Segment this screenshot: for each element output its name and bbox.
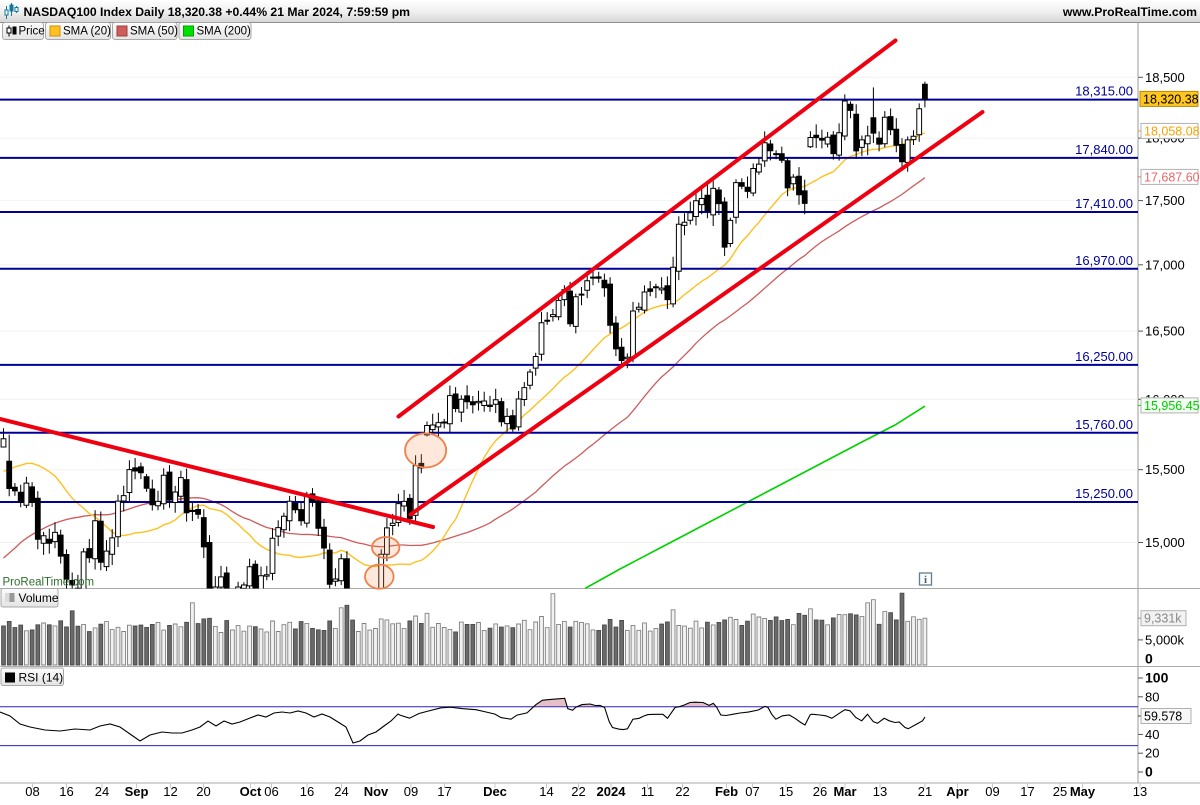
- svg-text:16,250.00: 16,250.00: [1075, 349, 1133, 364]
- svg-text:22: 22: [675, 784, 689, 799]
- svg-text:80: 80: [1145, 689, 1159, 704]
- svg-text:40: 40: [1145, 727, 1159, 742]
- svg-text:15,956.45: 15,956.45: [1144, 399, 1200, 413]
- svg-text:www.ProRealTime.com: www.ProRealTime.com: [1062, 5, 1197, 19]
- svg-text:13: 13: [1133, 784, 1147, 799]
- svg-text:May: May: [1070, 784, 1096, 799]
- svg-text:Dec: Dec: [483, 784, 507, 799]
- svg-text:SMA (200): SMA (200): [197, 26, 251, 38]
- svg-text:24: 24: [95, 784, 109, 799]
- svg-text:59.578: 59.578: [1144, 710, 1182, 724]
- svg-text:Volume: Volume: [19, 591, 59, 605]
- svg-text:20: 20: [196, 784, 210, 799]
- svg-text:Mar: Mar: [833, 784, 856, 799]
- svg-text:22: 22: [571, 784, 585, 799]
- svg-text:18,500: 18,500: [1145, 70, 1185, 85]
- svg-text:25: 25: [1053, 784, 1067, 799]
- svg-text:09: 09: [404, 784, 418, 799]
- svg-text:NASDAQ100 Index Daily 18,320.3: NASDAQ100 Index Daily 18,320.38 +0.44% 2…: [24, 5, 411, 19]
- svg-text:17: 17: [1020, 784, 1034, 799]
- svg-text:RSI (14): RSI (14): [19, 671, 64, 685]
- svg-text:24: 24: [334, 784, 348, 799]
- svg-text:15,250.00: 15,250.00: [1075, 486, 1133, 501]
- svg-text:17,840.00: 17,840.00: [1075, 142, 1133, 157]
- svg-text:5,000k: 5,000k: [1145, 632, 1185, 647]
- svg-text:06: 06: [264, 784, 278, 799]
- svg-text:17,687.60: 17,687.60: [1144, 170, 1200, 184]
- svg-text:18,315.00: 18,315.00: [1075, 84, 1133, 99]
- svg-text:Feb: Feb: [715, 784, 738, 799]
- svg-text:18,320.38: 18,320.38: [1143, 92, 1199, 106]
- svg-text:Price: Price: [19, 26, 45, 38]
- svg-text:15,000: 15,000: [1145, 535, 1185, 550]
- svg-text:17,500: 17,500: [1145, 193, 1185, 208]
- svg-text:16: 16: [300, 784, 314, 799]
- svg-text:17,000: 17,000: [1145, 257, 1185, 272]
- svg-text:17: 17: [437, 784, 451, 799]
- svg-text:ProRealTime.com: ProRealTime.com: [3, 577, 95, 589]
- svg-text:07: 07: [745, 784, 759, 799]
- svg-text:0: 0: [1145, 764, 1153, 780]
- svg-text:12: 12: [163, 784, 177, 799]
- svg-text:11: 11: [641, 784, 655, 799]
- svg-text:26: 26: [813, 784, 827, 799]
- svg-text:15: 15: [779, 784, 793, 799]
- svg-text:Nov: Nov: [364, 784, 389, 799]
- svg-text:09: 09: [985, 784, 999, 799]
- svg-text:16: 16: [59, 784, 73, 799]
- svg-text:15,760.00: 15,760.00: [1075, 417, 1133, 432]
- svg-text:20: 20: [1145, 746, 1159, 761]
- svg-text:9,331k: 9,331k: [1144, 612, 1182, 626]
- svg-text:16,500: 16,500: [1145, 324, 1185, 339]
- svg-text:SMA (50): SMA (50): [130, 26, 178, 38]
- svg-text:16,970.00: 16,970.00: [1075, 253, 1133, 268]
- svg-text:Sep: Sep: [125, 784, 149, 799]
- svg-text:21: 21: [918, 784, 932, 799]
- svg-text:13: 13: [873, 784, 887, 799]
- svg-text:17,410.00: 17,410.00: [1075, 196, 1133, 211]
- svg-text:0: 0: [1145, 651, 1153, 667]
- svg-text:Oct: Oct: [240, 784, 262, 799]
- svg-text:18,058.08: 18,058.08: [1144, 124, 1200, 138]
- svg-text:SMA (20): SMA (20): [63, 26, 111, 38]
- svg-text:i: i: [924, 574, 927, 586]
- svg-text:2024: 2024: [597, 784, 627, 799]
- svg-text:14: 14: [539, 784, 553, 799]
- svg-text:15,500: 15,500: [1145, 462, 1185, 477]
- svg-text:100: 100: [1145, 670, 1169, 686]
- svg-text:Apr: Apr: [946, 784, 968, 799]
- svg-text:08: 08: [25, 784, 39, 799]
